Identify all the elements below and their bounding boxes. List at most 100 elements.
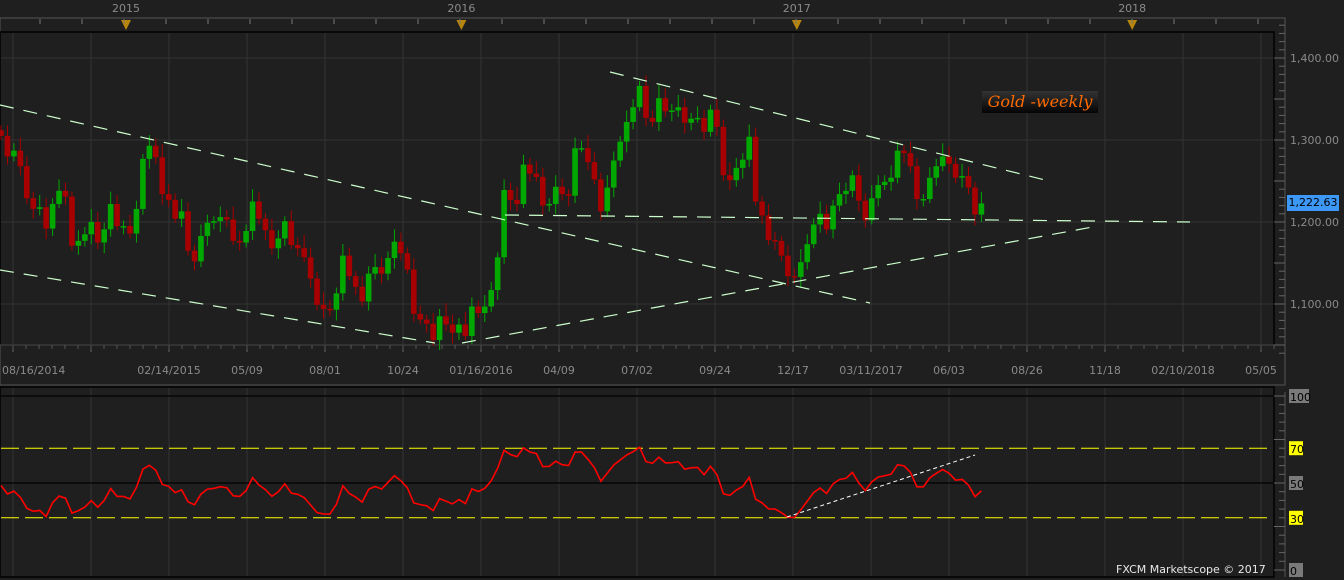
candle xyxy=(69,191,75,251)
candle-body xyxy=(849,175,856,191)
candle-body xyxy=(314,278,320,305)
trendline xyxy=(504,214,1191,223)
candle xyxy=(752,127,759,206)
candle xyxy=(623,110,630,153)
candle xyxy=(765,203,772,245)
candle xyxy=(894,141,901,184)
candle xyxy=(804,234,811,270)
candle xyxy=(643,75,649,127)
candle-body xyxy=(514,199,520,204)
candle xyxy=(488,281,494,313)
candle xyxy=(269,218,275,255)
candle-body xyxy=(17,150,24,167)
candle xyxy=(540,167,546,215)
rsi-tick-label: 30 xyxy=(1290,513,1304,526)
candle xyxy=(830,199,836,239)
candle xyxy=(836,182,843,212)
candle xyxy=(262,212,269,241)
candle-body xyxy=(565,194,572,196)
candle-body xyxy=(978,203,985,215)
candle-body xyxy=(907,153,914,167)
candle xyxy=(275,230,282,259)
candle-body xyxy=(372,267,378,274)
candle xyxy=(759,195,765,224)
candle-body xyxy=(817,213,823,225)
candle-body xyxy=(146,145,153,159)
candle-body xyxy=(804,244,811,263)
candle xyxy=(223,209,230,227)
candle-body xyxy=(107,203,114,230)
candle xyxy=(952,157,959,184)
candle xyxy=(501,179,507,264)
candle-body xyxy=(275,238,282,249)
candle-body xyxy=(417,313,424,320)
candle-body xyxy=(320,304,327,309)
last-price-tag: 1,222.63 xyxy=(1287,195,1339,211)
candle-body xyxy=(198,235,204,262)
year-marker-icon xyxy=(1127,20,1138,30)
candle-body xyxy=(423,319,430,324)
candle-body xyxy=(172,199,178,219)
candle-body xyxy=(617,141,623,161)
candle-body xyxy=(572,148,578,196)
candle-body xyxy=(211,221,217,223)
candle xyxy=(868,185,875,225)
candle xyxy=(494,252,501,300)
candle xyxy=(114,194,120,231)
candle-body xyxy=(411,269,417,314)
candle-body xyxy=(823,213,830,230)
candle xyxy=(714,99,720,136)
candle-body xyxy=(901,150,907,154)
candle xyxy=(140,153,146,215)
date-label: 02/10/2018 xyxy=(1151,364,1214,377)
candle xyxy=(211,216,217,230)
date-label: 08/01 xyxy=(309,364,341,377)
candle xyxy=(669,103,675,122)
candle-body xyxy=(333,293,340,310)
year-label: 2016 xyxy=(447,2,475,15)
candle xyxy=(656,85,662,131)
candle-body xyxy=(88,222,95,235)
candle-body xyxy=(307,257,314,279)
candle-body xyxy=(340,255,346,294)
candle xyxy=(365,266,372,311)
candle-body xyxy=(507,190,514,200)
rsi-tick-bg xyxy=(1289,476,1303,490)
candle xyxy=(649,110,656,127)
candle xyxy=(823,204,830,235)
candle-body xyxy=(649,117,656,122)
candle-body xyxy=(939,156,946,167)
candle-body xyxy=(669,110,675,112)
candle-body xyxy=(223,217,230,220)
candle xyxy=(849,170,856,198)
candle xyxy=(133,200,140,243)
year-label: 2015 xyxy=(112,2,140,15)
candle-body xyxy=(681,107,688,123)
date-label: 02/14/2015 xyxy=(137,364,200,377)
candle xyxy=(785,244,791,286)
date-label: 07/02 xyxy=(621,364,653,377)
candle xyxy=(565,189,572,207)
candle-body xyxy=(456,324,462,333)
candle-body xyxy=(688,118,694,123)
candle-body xyxy=(920,199,927,201)
candle xyxy=(610,151,617,198)
candle xyxy=(965,167,972,195)
rsi-tick-label: 0 xyxy=(1290,565,1297,578)
trendline xyxy=(609,71,1046,181)
candle xyxy=(101,222,107,254)
candle xyxy=(146,135,153,169)
candle-body xyxy=(236,240,243,243)
candle-body xyxy=(404,253,411,270)
candle-body xyxy=(346,255,353,277)
candle-body xyxy=(462,324,469,336)
candle-body xyxy=(785,255,791,277)
candle-body xyxy=(288,221,295,245)
candle-body xyxy=(69,196,75,246)
candle xyxy=(294,237,301,257)
candle xyxy=(862,193,869,228)
candle xyxy=(17,137,24,176)
candle xyxy=(198,224,204,268)
candle xyxy=(127,214,133,239)
